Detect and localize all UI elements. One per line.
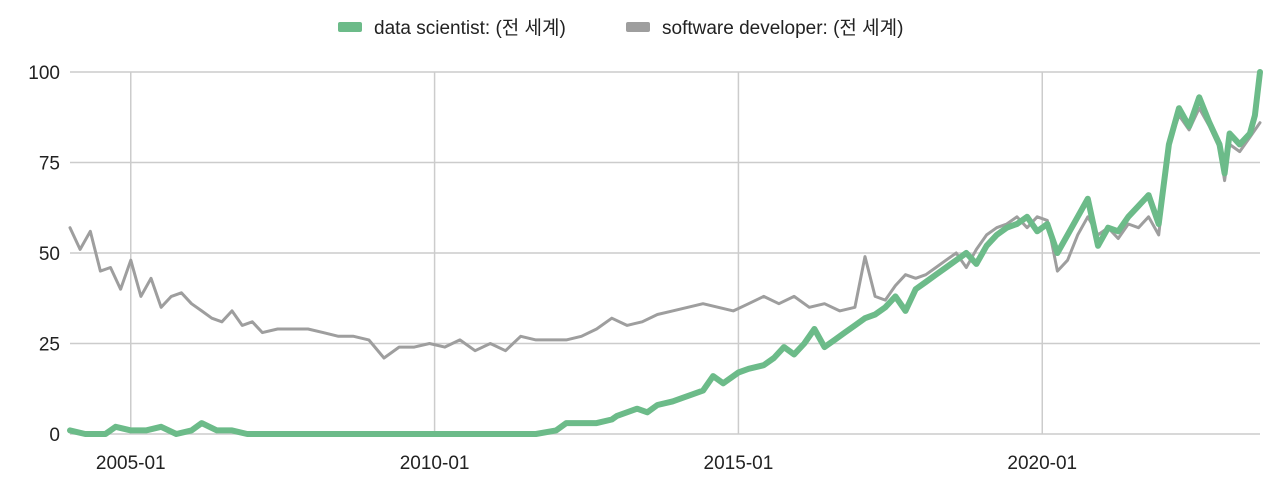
legend-label-data-scientist: data scientist: (전 세계) — [374, 17, 566, 39]
y-tick-label: 0 — [49, 425, 60, 446]
legend-label-software-developer: software developer: (전 세계) — [662, 17, 903, 39]
legend-item-software-developer[interactable]: software developer: (전 세계) — [626, 17, 903, 39]
y-tick-label: 25 — [39, 335, 60, 356]
y-tick-label: 75 — [39, 154, 60, 175]
series-line-data-scientist — [67, 69, 1263, 437]
y-axis: 0 25 50 75 100 — [28, 63, 60, 446]
y-tick-label: 100 — [28, 63, 60, 84]
y-tick-label: 50 — [39, 244, 60, 265]
legend-item-data-scientist[interactable]: data scientist: (전 세계) — [338, 17, 566, 39]
gridlines — [70, 71, 1260, 435]
legend-swatch-software-developer — [626, 22, 650, 32]
legend-swatch-data-scientist — [338, 22, 362, 32]
x-tick-label: 2010-01 — [400, 453, 470, 474]
x-axis: 2005-01 2010-01 2015-01 2020-01 — [96, 453, 1077, 474]
x-tick-label: 2005-01 — [96, 453, 166, 474]
x-tick-label: 2015-01 — [704, 453, 774, 474]
x-tick-label: 2020-01 — [1007, 453, 1077, 474]
series-lines — [67, 69, 1263, 437]
series-line-software-developer — [68, 106, 1262, 360]
legend: data scientist: (전 세계) software develope… — [338, 17, 903, 39]
